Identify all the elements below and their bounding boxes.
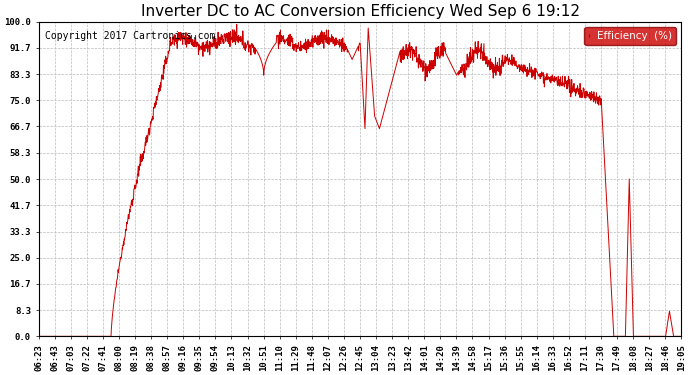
Legend: Efficiency  (%): Efficiency (%) — [584, 27, 676, 45]
Text: Copyright 2017 Cartronics.com: Copyright 2017 Cartronics.com — [45, 31, 215, 41]
Title: Inverter DC to AC Conversion Efficiency Wed Sep 6 19:12: Inverter DC to AC Conversion Efficiency … — [141, 4, 580, 19]
